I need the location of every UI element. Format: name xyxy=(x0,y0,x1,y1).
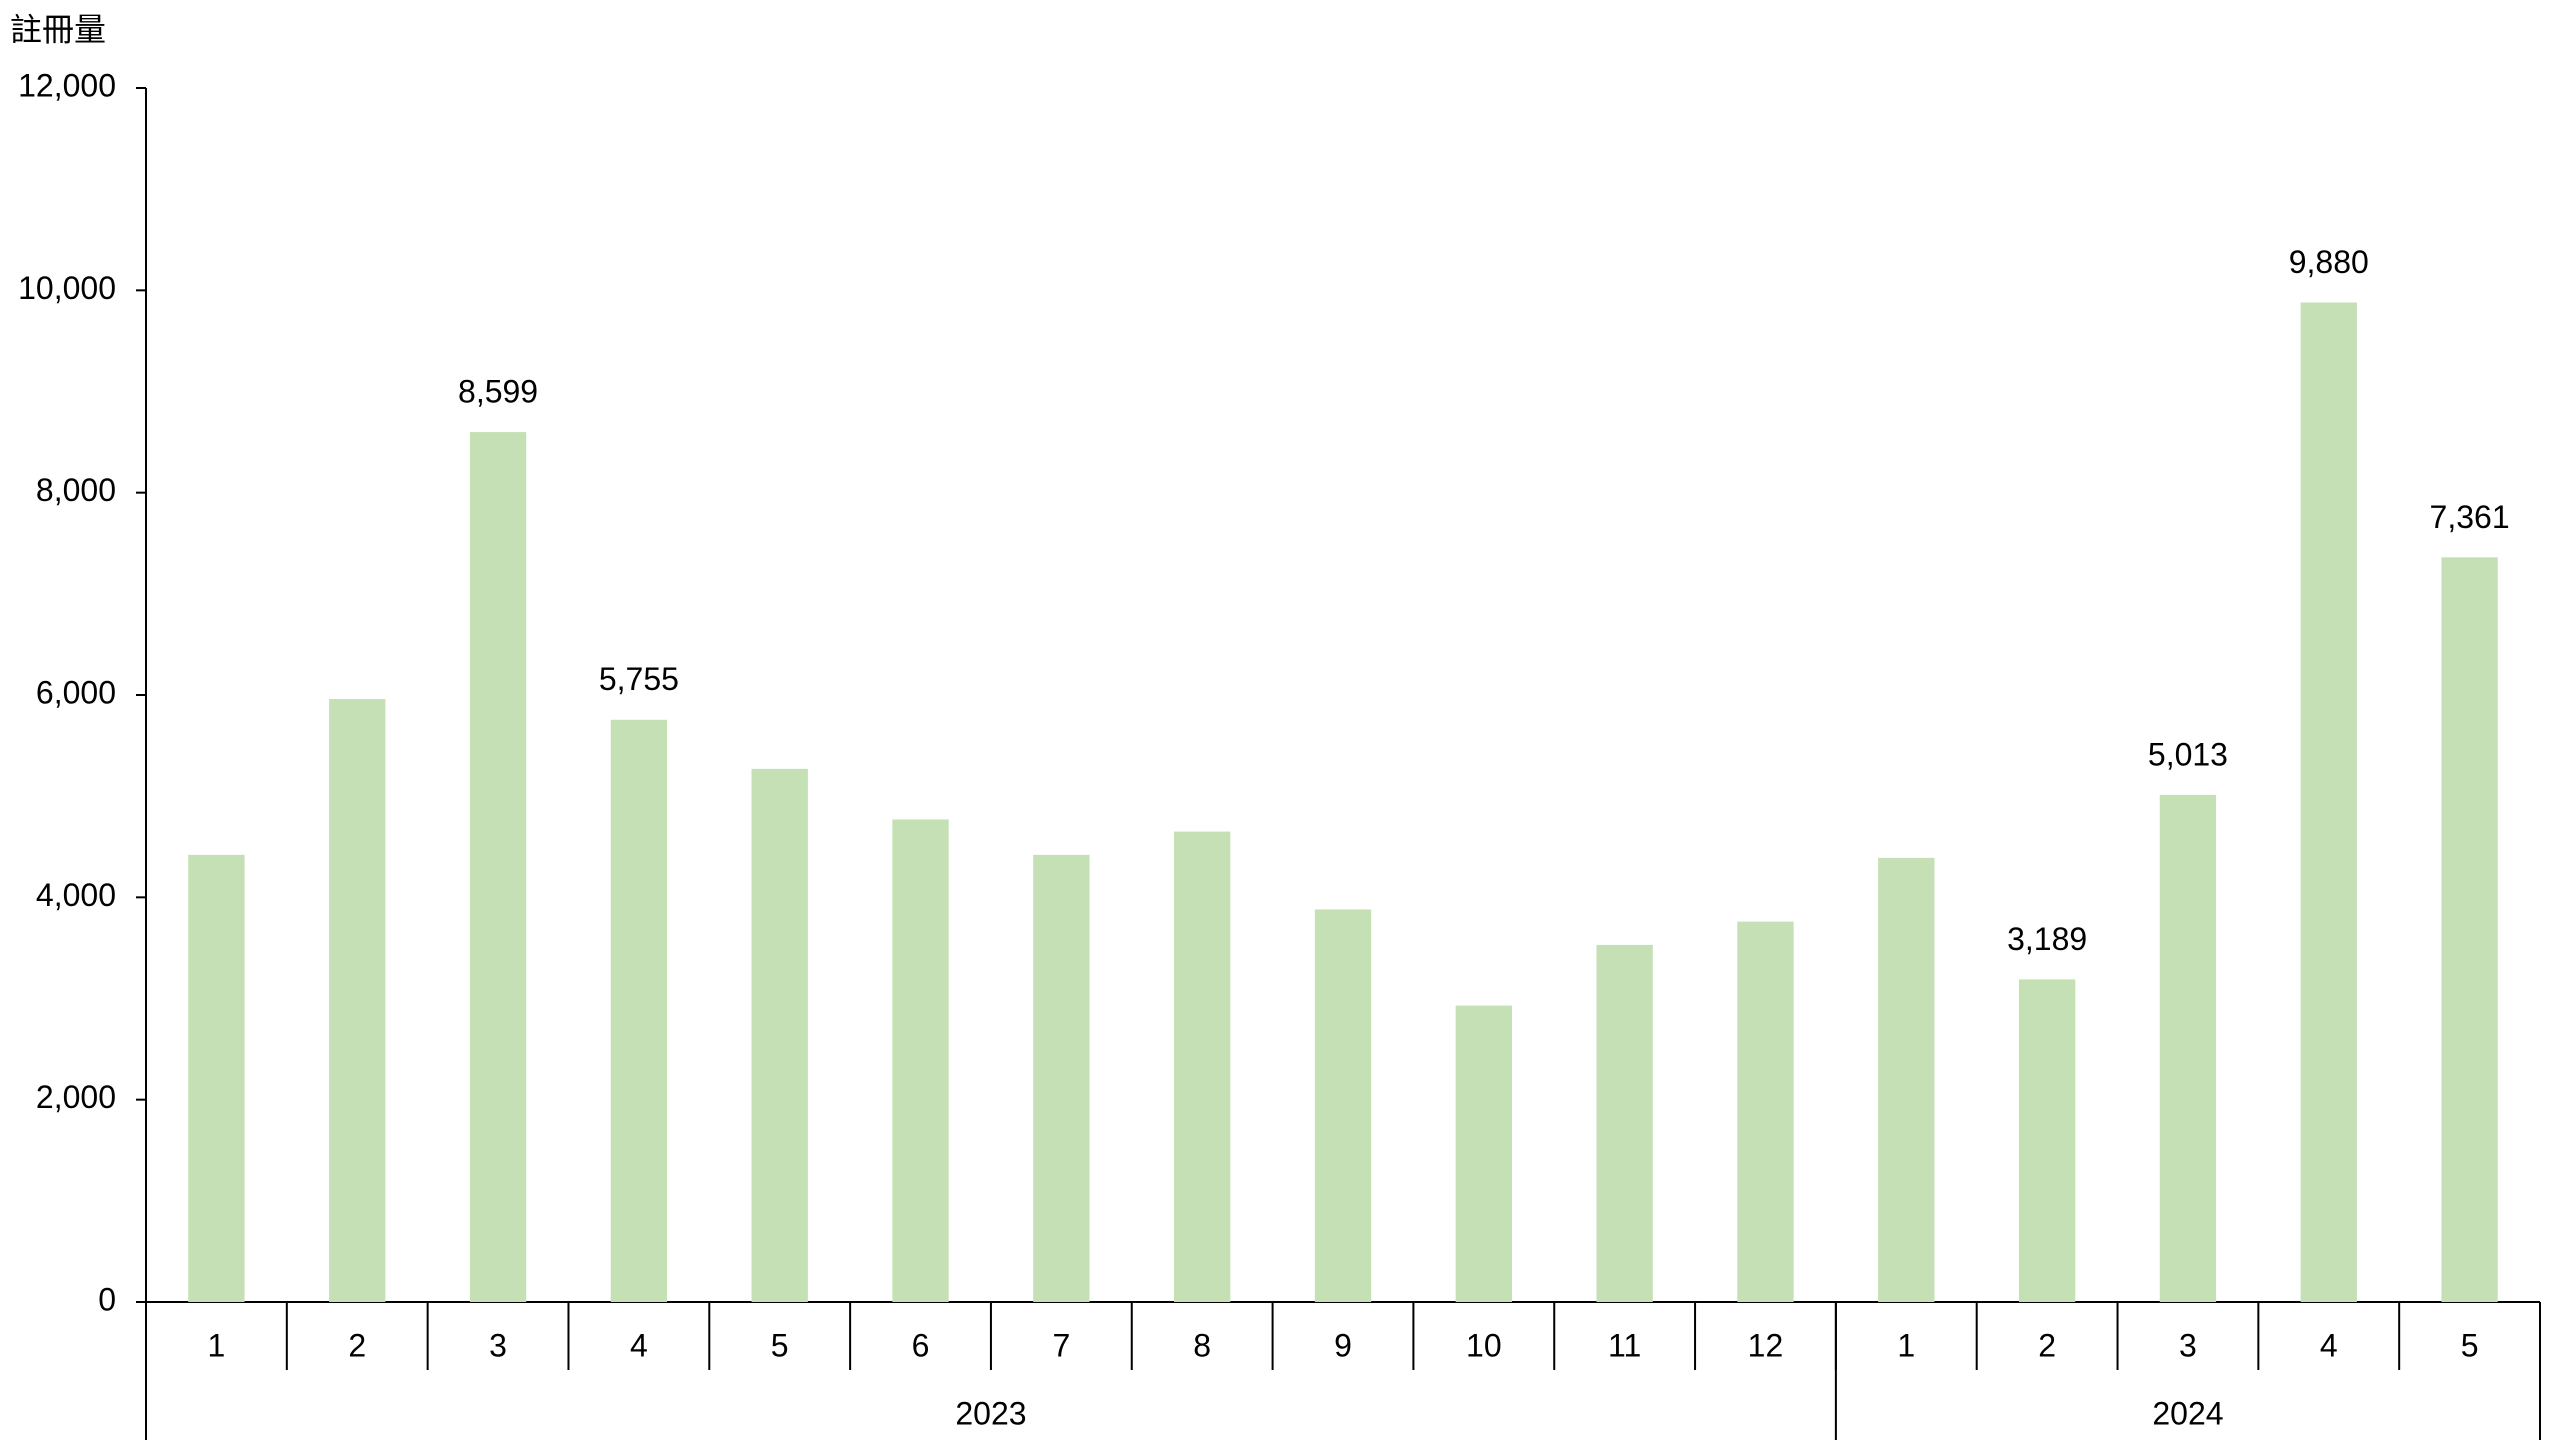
bar xyxy=(751,768,808,1302)
bar xyxy=(469,432,527,1302)
data-label: 9,880 xyxy=(2289,244,2369,280)
x-tick-label: 9 xyxy=(1334,1327,1352,1363)
data-label: 8,599 xyxy=(458,374,538,410)
bar xyxy=(2300,302,2357,1302)
y-tick-label: 12,000 xyxy=(18,67,116,103)
x-tick-label: 2 xyxy=(348,1327,366,1363)
data-label: 5,755 xyxy=(599,661,679,697)
x-tick-label: 10 xyxy=(1466,1327,1502,1363)
x-tick-label: 5 xyxy=(2461,1327,2479,1363)
x-tick-label: 6 xyxy=(912,1327,930,1363)
group-label: 2024 xyxy=(2152,1395,2223,1431)
y-tick-label: 6,000 xyxy=(36,674,116,710)
bar xyxy=(1033,854,1090,1302)
x-tick-label: 11 xyxy=(1608,1327,1641,1363)
bar xyxy=(1878,857,1935,1302)
bar xyxy=(329,699,386,1302)
bar xyxy=(1455,1005,1512,1302)
x-tick-label: 5 xyxy=(771,1327,789,1363)
y-tick-label: 8,000 xyxy=(36,472,116,508)
bar xyxy=(2441,557,2498,1302)
bar xyxy=(892,819,949,1302)
bar xyxy=(1596,944,1653,1302)
bar xyxy=(188,854,245,1302)
x-tick-label: 1 xyxy=(1897,1327,1915,1363)
y-axis-label: 註冊量 xyxy=(10,11,106,47)
x-tick-label: 3 xyxy=(2179,1327,2197,1363)
x-tick-label: 8 xyxy=(1193,1327,1211,1363)
bar xyxy=(1174,831,1231,1302)
bar xyxy=(2018,979,2076,1302)
y-tick-label: 10,000 xyxy=(18,270,116,306)
bar xyxy=(1314,909,1372,1302)
bar xyxy=(2159,794,2217,1302)
x-tick-label: 1 xyxy=(208,1327,226,1363)
bar xyxy=(1737,921,1794,1302)
data-label: 5,013 xyxy=(2148,736,2228,772)
x-tick-label: 4 xyxy=(630,1327,648,1363)
y-tick-label: 4,000 xyxy=(36,877,116,913)
data-label: 7,361 xyxy=(2430,499,2510,535)
y-tick-label: 2,000 xyxy=(36,1079,116,1115)
group-label: 2023 xyxy=(955,1395,1026,1431)
x-tick-label: 12 xyxy=(1748,1327,1784,1363)
y-tick-label: 0 xyxy=(98,1281,116,1317)
bar xyxy=(610,719,668,1302)
x-tick-label: 3 xyxy=(489,1327,507,1363)
x-tick-label: 2 xyxy=(2038,1327,2056,1363)
x-tick-label: 7 xyxy=(1052,1327,1070,1363)
x-tick-label: 4 xyxy=(2320,1327,2338,1363)
data-label: 3,189 xyxy=(2007,921,2087,957)
